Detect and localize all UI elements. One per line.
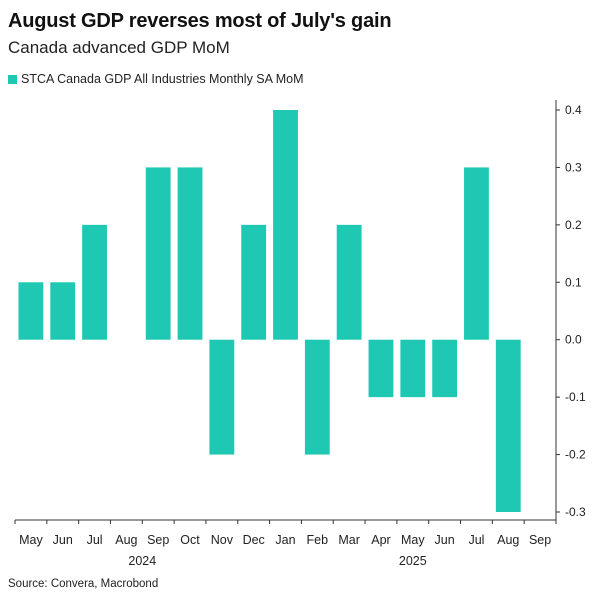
bar-2024-06 xyxy=(50,282,76,340)
x-tick-label: Aug xyxy=(497,533,519,547)
bar-2025-05 xyxy=(400,339,426,398)
x-tick-label: Mar xyxy=(338,533,360,547)
bar-2025-03 xyxy=(336,224,362,340)
x-tick-label: Nov xyxy=(211,533,234,547)
x-group-label: 2024 xyxy=(128,554,156,568)
x-tick-label: Apr xyxy=(371,533,390,547)
y-tick-label: -0.2 xyxy=(565,448,586,462)
x-tick-label: Jul xyxy=(87,533,103,547)
x-group-label: 2025 xyxy=(399,554,427,568)
legend-label: STCA Canada GDP All Industries Monthly S… xyxy=(21,72,304,86)
bars-layer xyxy=(18,110,521,512)
bar-2025-02 xyxy=(304,339,330,455)
bar-2025-06 xyxy=(432,339,458,398)
bar-2024-09 xyxy=(145,167,171,340)
bar-2025-08 xyxy=(495,339,521,512)
chart-subtitle: Canada advanced GDP MoM xyxy=(8,38,230,57)
bar-2024-05 xyxy=(18,282,44,340)
y-tick-label: 0.3 xyxy=(565,160,582,174)
axes-layer: 0.4 0.3 0.2 0.1 0.0 -0.1 -0.2 -0.3 May Jun Jul Aug S… xyxy=(14,100,586,568)
x-tick-label: Jan xyxy=(275,533,295,547)
x-tick-label: Sep xyxy=(529,533,551,547)
x-tick-label: Aug xyxy=(115,533,137,547)
legend: STCA Canada GDP All Industries Monthly S… xyxy=(8,72,304,86)
y-tick-label: -0.1 xyxy=(565,390,586,404)
bar-2024-10 xyxy=(177,167,203,340)
x-tick-label: Sep xyxy=(147,533,169,547)
x-tick-label: Dec xyxy=(243,533,265,547)
x-tick-label: Jun xyxy=(53,533,73,547)
x-tick-label: Jun xyxy=(435,533,455,547)
bar-2025-07 xyxy=(464,167,489,340)
bar-2025-01 xyxy=(273,110,298,340)
bar-2024-07 xyxy=(82,224,107,340)
legend-swatch xyxy=(8,74,17,84)
y-tick-label: 0.4 xyxy=(565,103,582,117)
x-tick-label: May xyxy=(401,533,425,547)
y-tick-label: 0.0 xyxy=(565,333,582,347)
x-tick-label: Feb xyxy=(307,533,329,547)
y-tick-label: 0.1 xyxy=(565,275,582,289)
chart-title: August GDP reverses most of July's gain xyxy=(8,10,392,32)
bar-2024-11 xyxy=(209,339,235,455)
y-tick-label: -0.3 xyxy=(565,505,586,519)
x-tick-label: Oct xyxy=(180,533,200,547)
source-note: Source: Convera, Macrobond xyxy=(8,578,159,590)
y-tick-label: 0.2 xyxy=(565,218,582,232)
bar-2025-04 xyxy=(368,339,394,398)
bar-2024-12 xyxy=(241,224,267,340)
x-tick-label: Jul xyxy=(468,533,484,547)
x-tick-label: May xyxy=(19,533,43,547)
